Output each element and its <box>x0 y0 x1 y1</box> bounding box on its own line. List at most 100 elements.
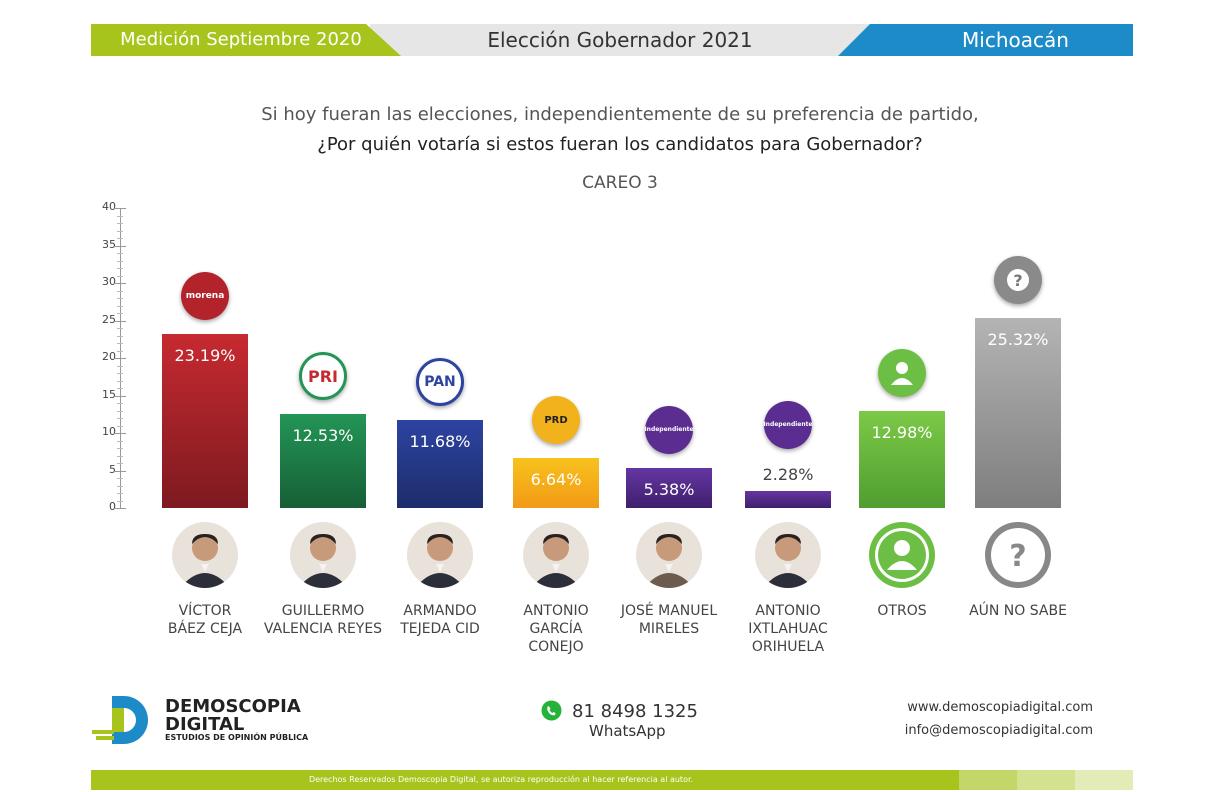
brand-tagline: ESTUDIOS DE OPINIÓN PÚBLICA <box>165 733 309 742</box>
y-tick-label: 10 <box>102 425 116 438</box>
y-minor-tick <box>117 275 123 277</box>
y-minor-tick <box>117 230 123 232</box>
header-date-band: Medición Septiembre 2020 <box>91 24 401 56</box>
y-minor-tick <box>117 290 123 292</box>
phone-label: WhatsApp <box>589 722 666 740</box>
header-region-band: Michoacán <box>838 24 1133 56</box>
bar-value-label: 25.32% <box>987 330 1049 350</box>
whatsapp-icon <box>541 700 562 721</box>
y-minor-tick <box>117 268 123 269</box>
candidate-name: JOSÉ MANUEL MIRELES <box>620 603 718 637</box>
y-tick-mark <box>114 283 126 284</box>
y-minor-tick <box>117 455 123 457</box>
y-minor-tick <box>117 388 123 389</box>
y-minor-tick <box>117 223 123 224</box>
candidate-photo <box>755 522 821 588</box>
y-tick-label: 40 <box>102 200 116 213</box>
footer-bar <box>91 770 1133 790</box>
y-tick-mark <box>114 470 126 472</box>
bar <box>859 410 945 508</box>
bar-value-label: 12.98% <box>871 422 933 442</box>
bar <box>397 420 483 508</box>
person-icon <box>869 522 935 588</box>
party-logo-text: morena <box>185 291 225 302</box>
y-minor-tick <box>117 298 123 299</box>
email-link[interactable]: info@demoscopiadigital.com <box>904 723 1093 738</box>
y-minor-tick <box>117 403 123 404</box>
question-icon: ? <box>985 522 1051 588</box>
y-minor-tick <box>117 425 123 427</box>
y-tick-mark <box>114 320 126 322</box>
party-logo-icon: PAN <box>416 358 464 407</box>
brand-name-line-2: DIGITAL <box>165 714 245 735</box>
bar <box>626 467 712 508</box>
y-tick-label: 5 <box>109 462 116 476</box>
bar <box>513 458 599 508</box>
footer-bar-block <box>1075 770 1133 790</box>
y-minor-tick <box>117 350 123 352</box>
y-tick-label: 30 <box>102 275 116 288</box>
svg-text:?: ? <box>1013 271 1022 290</box>
y-minor-tick <box>117 448 123 449</box>
candidate-photo <box>290 522 356 588</box>
y-tick-mark <box>114 395 126 397</box>
y-minor-tick <box>117 313 123 314</box>
candidate-photo <box>636 522 702 588</box>
candidate-name: ANTONIO GARCÍA CONEJO <box>523 603 589 655</box>
y-tick-mark <box>114 508 126 509</box>
y-minor-tick <box>117 440 123 442</box>
y-minor-tick <box>117 260 123 262</box>
bar-value-label: 23.19% <box>174 346 236 366</box>
svg-text:?: ? <box>1009 539 1026 574</box>
candidate-photo <box>523 522 589 588</box>
party-logo-text: PRD <box>544 414 568 426</box>
y-tick-label: 35 <box>102 237 116 251</box>
party-logo-text: Independiente <box>763 421 813 429</box>
header-date: Medición Septiembre 2020 <box>120 29 362 50</box>
bar-value-label: 6.64% <box>530 470 582 490</box>
party-logo-icon: Independiente <box>763 400 813 449</box>
chart-subtitle: CAREO 3 <box>582 173 658 193</box>
question-line-2: ¿Por quién votaría si estos fueran los c… <box>317 134 923 155</box>
copyright-text: Derechos Reservados Demoscopia Digital, … <box>308 775 694 784</box>
brand-name-line-1: DEMOSCOPIA <box>165 696 301 717</box>
header-title: Elección Gobernador 2021 <box>487 28 753 52</box>
person-icon <box>878 348 926 397</box>
y-minor-tick <box>117 380 123 382</box>
y-minor-tick <box>117 410 123 412</box>
party-logo-icon: PRI <box>299 352 347 401</box>
y-minor-tick <box>117 328 123 329</box>
candidate-name: AÚN NO SABE <box>969 603 1067 619</box>
bar <box>975 318 1061 508</box>
candidate-name: ARMANDO TEJEDA CID <box>400 603 480 637</box>
phone-number: 81 8498 1325 <box>572 701 698 722</box>
y-minor-tick <box>117 215 123 217</box>
y-tick-label: 25 <box>102 312 116 326</box>
footer-bar-block <box>1017 770 1075 790</box>
y-minor-tick <box>117 335 123 337</box>
bar-value-label: 12.53% <box>292 426 354 446</box>
y-minor-tick <box>117 478 123 479</box>
y-minor-tick <box>117 418 123 419</box>
party-logo-icon: morena <box>181 272 229 321</box>
candidate-name: GUILLERMO VALENCIA REYES <box>263 603 383 637</box>
y-minor-tick <box>117 493 123 494</box>
y-tick-label: 0 <box>109 500 116 513</box>
candidate-name: VÍCTOR BÁEZ CEJA <box>167 603 243 637</box>
y-tick-mark <box>114 245 126 247</box>
header-region: Michoacán <box>962 28 1069 52</box>
y-minor-tick <box>117 500 123 502</box>
website-link[interactable]: www.demoscopiadigital.com <box>907 700 1093 715</box>
party-logo-icon: PRD <box>532 396 580 445</box>
question-line-1: Si hoy fueran las elecciones, independie… <box>261 104 979 125</box>
y-tick-mark <box>114 433 126 434</box>
candidate-photo <box>172 522 238 588</box>
y-tick-mark <box>114 208 126 209</box>
candidate-name: OTROS <box>877 603 927 619</box>
bar <box>745 490 831 508</box>
y-minor-tick <box>117 305 123 307</box>
candidate-name: ANTONIO IXTLAHUAC ORIHUELA <box>748 603 828 655</box>
bar <box>280 414 366 508</box>
y-minor-tick <box>117 343 123 344</box>
y-minor-tick <box>117 365 123 367</box>
